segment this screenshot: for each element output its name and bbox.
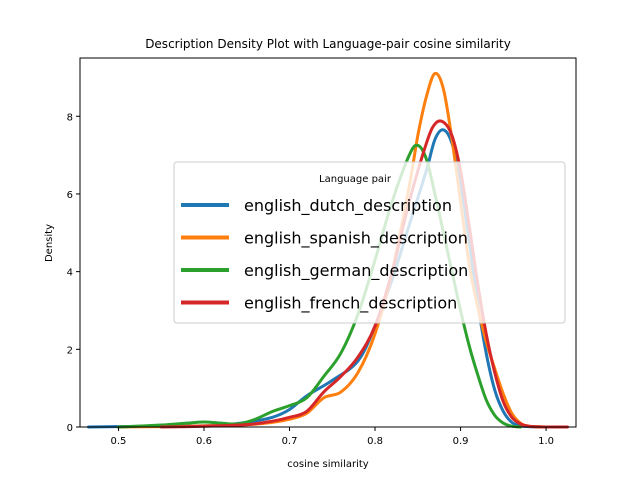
legend-items: english_dutch_description english_spanish… — [181, 196, 468, 314]
x-tick-label: 0.6 — [196, 436, 212, 447]
y-axis-ticks: 0 2 4 6 8 — [67, 112, 80, 434]
x-tick-label: 0.8 — [367, 436, 383, 447]
y-tick-label: 8 — [67, 112, 73, 123]
x-axis-label: cosine similarity — [287, 459, 368, 470]
legend-label: english_french_description — [244, 294, 457, 314]
y-tick-label: 6 — [67, 190, 73, 201]
series-line-english-spanish-description — [116, 71, 548, 429]
legend-title: Language pair — [319, 174, 392, 185]
legend-box — [173, 161, 566, 324]
chart-title: Description Density Plot with Language-p… — [145, 37, 511, 51]
x-tick-label: 0.9 — [453, 436, 469, 447]
x-tick-label: 0.5 — [111, 436, 127, 447]
y-tick-label: 0 — [67, 423, 73, 434]
x-tick-label: 1.0 — [538, 436, 554, 447]
x-axis-ticks: 0.5 0.6 0.7 0.8 0.9 1.0 — [111, 427, 554, 447]
x-tick-label: 0.7 — [282, 436, 298, 447]
y-tick-label: 4 — [67, 268, 73, 279]
plot-frame — [79, 57, 577, 428]
legend-label: english_dutch_description — [244, 196, 452, 216]
y-axis-label: Density — [44, 224, 55, 262]
legend-label: english_spanish_description — [244, 229, 468, 249]
legend: Language pair english_dutch_descriptione… — [173, 161, 566, 324]
y-tick-label: 2 — [67, 345, 73, 356]
series-line-english-french-description — [159, 119, 569, 429]
legend-label: english_german_description — [244, 261, 468, 281]
